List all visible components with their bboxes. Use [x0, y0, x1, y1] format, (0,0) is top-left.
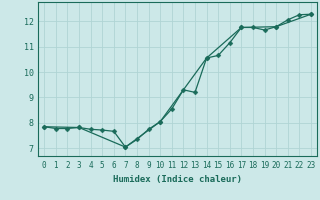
- X-axis label: Humidex (Indice chaleur): Humidex (Indice chaleur): [113, 175, 242, 184]
